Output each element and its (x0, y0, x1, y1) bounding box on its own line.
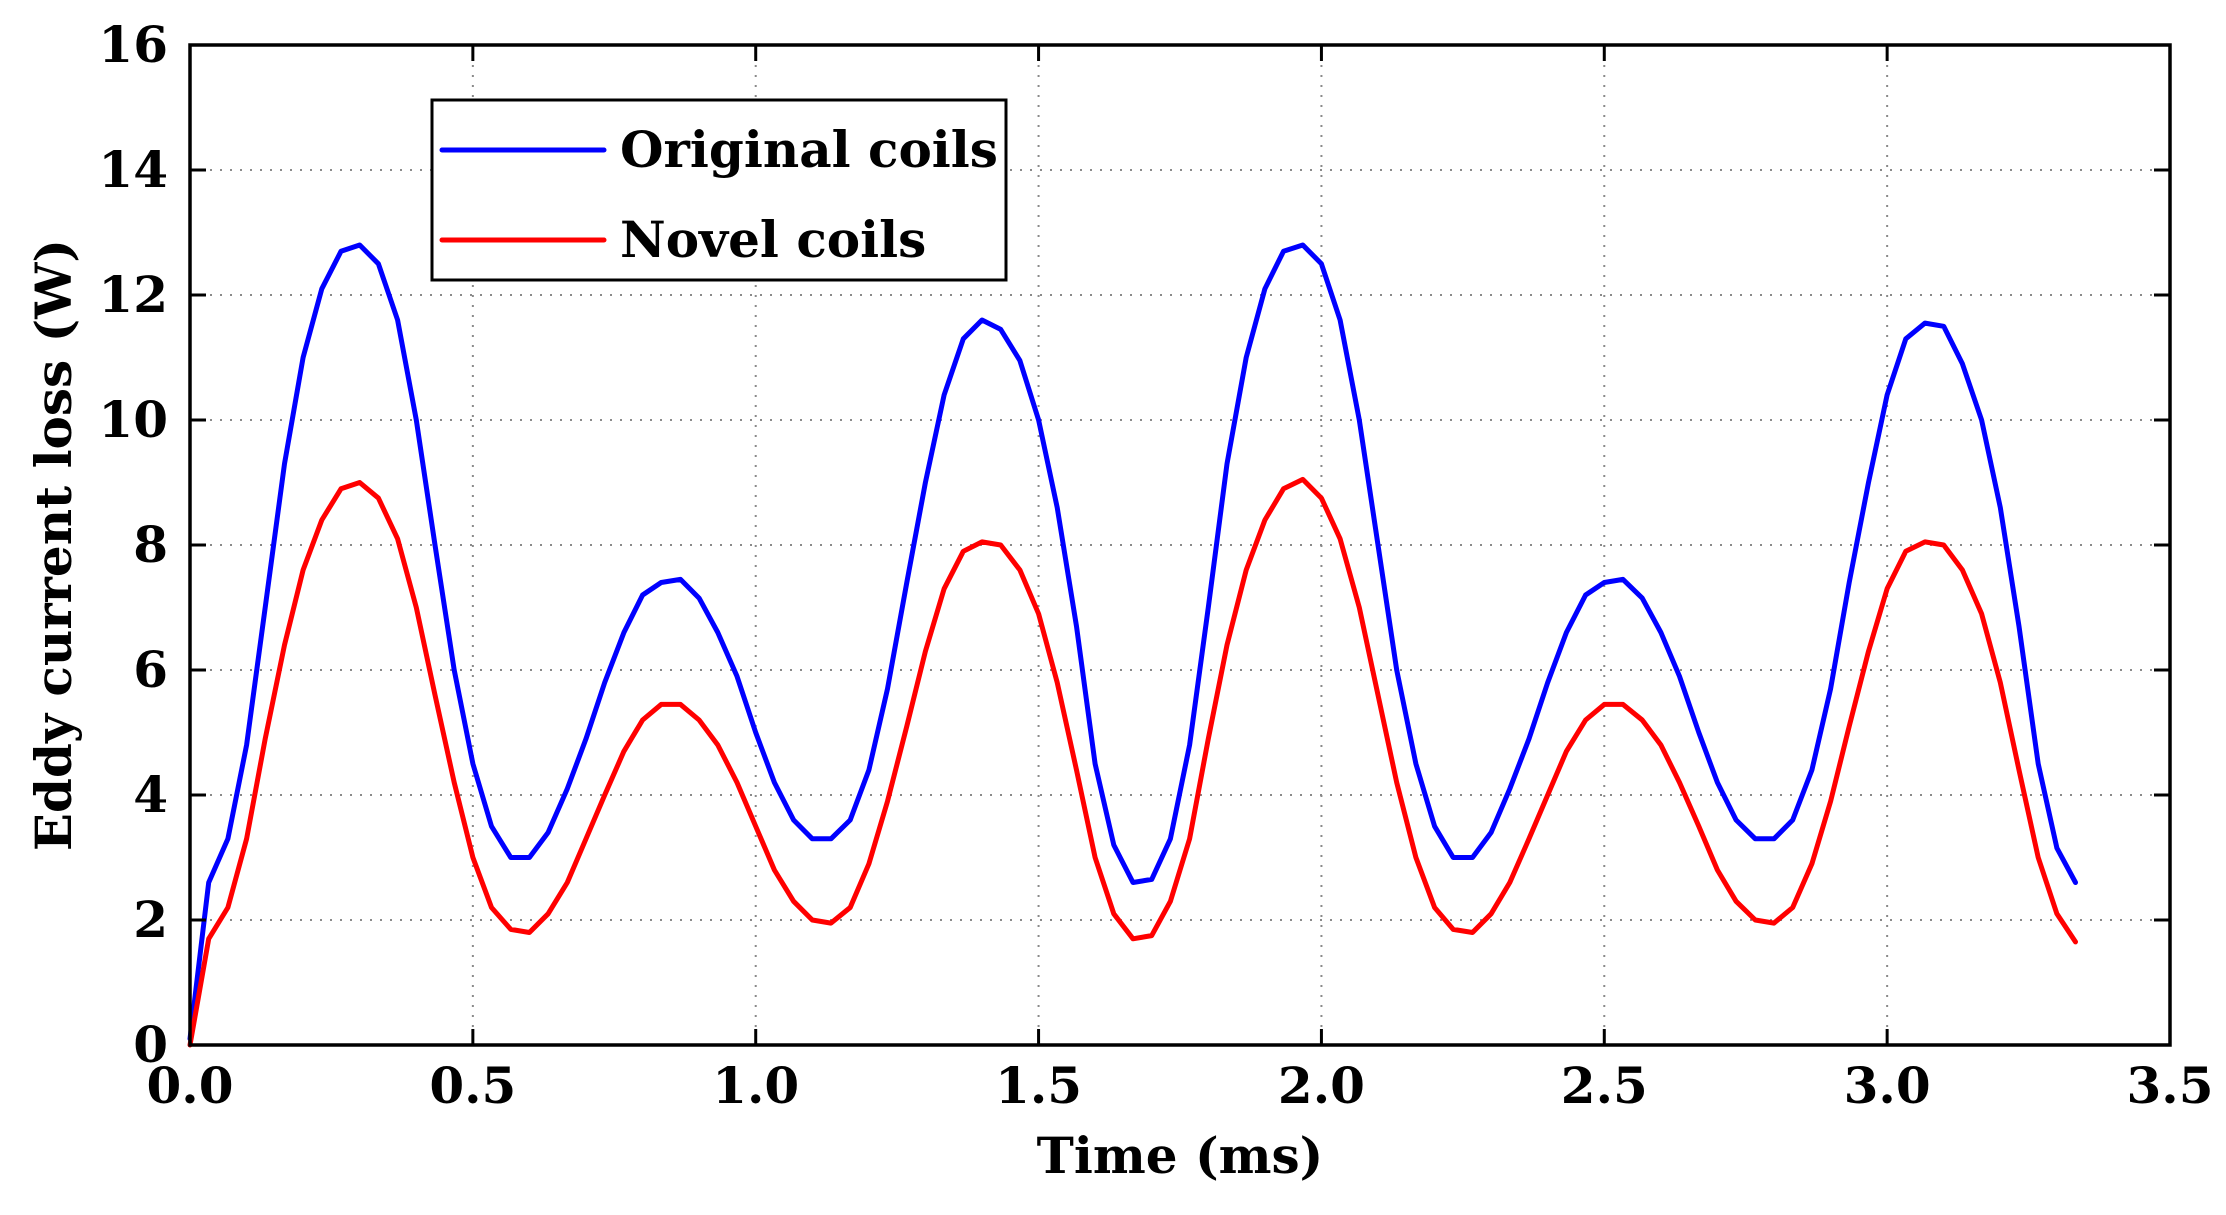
legend-label-novel-coils: Novel coils (620, 210, 926, 269)
legend-label-original-coils: Original coils (620, 120, 998, 179)
legend-box (430, 98, 1008, 282)
y-tick-label: 12 (98, 265, 168, 324)
y-tick-label: 8 (133, 515, 168, 574)
y-tick-label: 4 (133, 765, 168, 824)
y-axis-label: Eddy current loss (W) (24, 239, 83, 851)
x-tick-label: 1.0 (712, 1056, 799, 1115)
x-tick-label: 2.0 (1278, 1056, 1365, 1115)
series-line-original-coils (187, 242, 2078, 1042)
x-tick-label: 3.0 (1844, 1056, 1931, 1115)
series-line-novel-coils (187, 476, 2078, 1048)
x-tick-labels: 0.0 0.5 1.0 1.5 2.0 2.5 3.0 3.5 (147, 1056, 2214, 1115)
x-axis-label: Time (ms) (1037, 1126, 1324, 1185)
y-tick-label: 0 (133, 1015, 168, 1074)
series-lines (187, 242, 2078, 1048)
y-tick-label: 2 (133, 890, 168, 949)
x-tick-label: 0.0 (147, 1056, 234, 1115)
y-tick-labels: 0 2 4 6 8 10 12 14 16 (98, 15, 168, 1074)
grid-lines (190, 45, 2170, 1045)
x-tick-label: 0.5 (429, 1056, 516, 1115)
x-tick-label: 3.5 (2127, 1056, 2214, 1115)
x-tick-label: 1.5 (995, 1056, 1082, 1115)
y-tick-label: 16 (98, 15, 168, 74)
legend: Original coils Novel coils (430, 98, 1008, 282)
x-tick-label: 2.5 (1561, 1056, 1648, 1115)
y-tick-label: 6 (133, 640, 168, 699)
y-tick-label: 14 (98, 140, 168, 199)
axis-ticks (188, 43, 2172, 1047)
y-tick-label: 10 (98, 390, 168, 449)
